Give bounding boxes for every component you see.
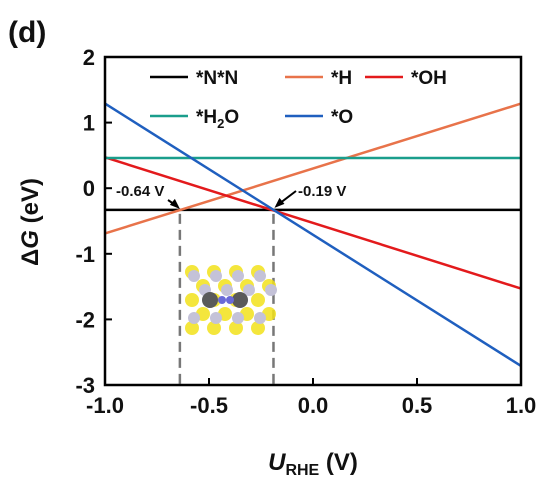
- x-tick-label: 0.5: [402, 393, 433, 418]
- inset-atom-s: [185, 321, 199, 335]
- legend-label-0: *N*N: [196, 68, 238, 89]
- series-line-1: [104, 102, 522, 235]
- annotation-label-0: -0.64 V: [116, 183, 164, 200]
- inset-atom-m: [254, 312, 266, 324]
- inset-atom-s: [251, 321, 265, 335]
- dashed-guides: [178, 213, 275, 385]
- inset-atom-s: [251, 293, 265, 307]
- legend-label-4: *O: [331, 107, 353, 128]
- inset-atom-m: [265, 284, 277, 296]
- inset-atom-m: [254, 270, 266, 282]
- legend-label-3: *H2O: [196, 107, 239, 131]
- inset-atom-s: [207, 321, 221, 335]
- x-tick-label: 1.0: [506, 393, 537, 418]
- legend-label-2: *OH: [411, 68, 447, 89]
- inset-atom-c: [202, 292, 218, 308]
- y-axis-title: ΔG (eV): [17, 178, 44, 266]
- inset-atom-s: [229, 321, 243, 335]
- inset-atom-m: [232, 270, 244, 282]
- y-tick-label: -3: [75, 373, 95, 398]
- plot-frame: [103, 55, 523, 387]
- ticks: -1.0 -0.5 0.0 0.5 1.0 -3 -2 -1 0 1 2: [75, 45, 536, 418]
- inset-atom-m: [210, 312, 222, 324]
- x-tick-label: -0.5: [190, 393, 228, 418]
- annotations: -0.64 V -0.19 V: [116, 183, 346, 209]
- legend: *N*N *H *OH *H2O *O: [150, 68, 447, 131]
- series-line-4: [104, 102, 522, 368]
- inset-atom-n: [218, 296, 226, 304]
- y-tick-label: -1: [75, 242, 95, 267]
- panel-label: (d): [8, 16, 46, 49]
- legend-label-1: *H: [331, 68, 352, 89]
- x-tick-label: -1.0: [86, 393, 124, 418]
- inset-atom-m: [243, 284, 255, 296]
- annotation-label-1: -0.19 V: [298, 183, 346, 200]
- inset-atom-s: [185, 293, 199, 307]
- inset-atom-m: [188, 312, 200, 324]
- y-tick-label: -2: [75, 307, 95, 332]
- inset-atom-m: [210, 270, 222, 282]
- y-tick-label: 0: [83, 176, 95, 201]
- x-tick-label: 0.0: [298, 393, 329, 418]
- y-tick-label: 2: [83, 45, 95, 70]
- series-line-2: [104, 156, 522, 290]
- inset-atom-m: [188, 270, 200, 282]
- inset-atom-m: [232, 312, 244, 324]
- inset-atom-c: [232, 292, 248, 308]
- y-tick-label: 1: [83, 111, 95, 136]
- structure-inset: [185, 265, 277, 335]
- x-axis-title: URHE (V): [268, 449, 358, 479]
- annotation-arrowhead-0: [169, 198, 180, 209]
- inset-atom-n: [226, 296, 234, 304]
- series-layer: [104, 102, 522, 368]
- inset-atom-m: [221, 284, 233, 296]
- annotation-arrowhead-1: [274, 197, 285, 208]
